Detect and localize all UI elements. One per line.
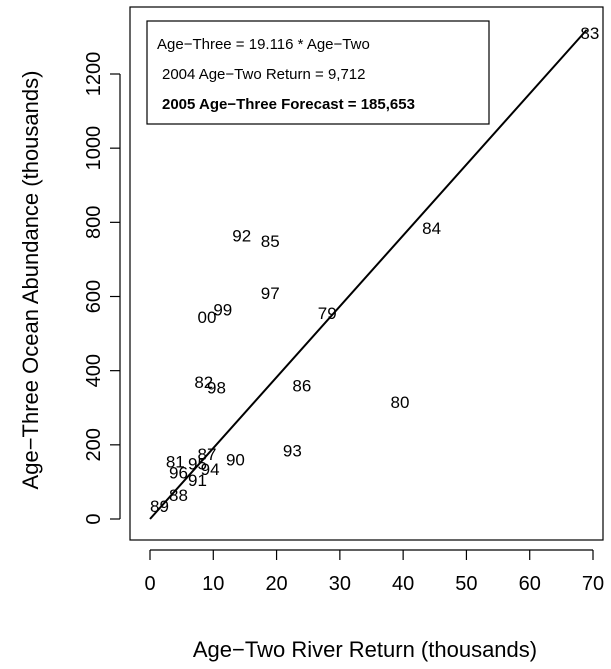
y-tick-label: 200 xyxy=(83,428,105,461)
y-tick-label: 0 xyxy=(83,513,105,524)
plot-frame xyxy=(129,6,604,541)
point-label-00: 00 xyxy=(197,308,216,327)
x-tick-label: 40 xyxy=(392,573,414,595)
x-tick-label: 50 xyxy=(455,573,477,595)
point-label-91: 91 xyxy=(188,471,207,490)
point-label-97: 97 xyxy=(261,284,280,303)
point-label-99: 99 xyxy=(213,300,232,319)
point-label-88: 88 xyxy=(169,486,188,505)
point-label-85: 85 xyxy=(261,232,280,251)
legend-box xyxy=(146,20,490,125)
x-tick-label: 0 xyxy=(144,573,155,595)
point-label-96: 96 xyxy=(169,464,188,483)
point-label-94: 94 xyxy=(201,460,220,479)
point-label-87: 87 xyxy=(197,445,216,464)
legend-equation: Age−Three = 19.116 * Age−Two xyxy=(157,36,370,53)
point-label-79: 79 xyxy=(318,304,337,323)
x-tick-label: 10 xyxy=(202,573,224,595)
x-tick-label: 70 xyxy=(582,573,604,595)
legend-return: 2004 Age−Two Return = 9,712 xyxy=(162,66,366,83)
x-axis-title: Age−Two River Return (thousands) xyxy=(193,637,537,662)
y-axis-title: Age−Three Ocean Abundance (thousands) xyxy=(18,71,43,490)
x-axis: 0 10 20 30 40 50 60 70 xyxy=(144,549,604,595)
legend: Age−Three = 19.116 * Age−Two 2004 Age−Tw… xyxy=(146,20,490,125)
point-label-93: 93 xyxy=(283,441,302,460)
x-tick-label: 20 xyxy=(265,573,287,595)
point-label-92: 92 xyxy=(232,226,251,245)
point-label-82: 82 xyxy=(194,373,213,392)
point-label-80: 80 xyxy=(391,393,410,412)
y-tick-label: 600 xyxy=(83,280,105,313)
point-label-83: 83 xyxy=(580,24,599,43)
y-tick-label: 1200 xyxy=(83,52,105,97)
legend-forecast: 2005 Age−Three Forecast = 185,653 xyxy=(162,96,415,113)
y-tick-label: 1000 xyxy=(83,126,105,171)
point-label-84: 84 xyxy=(422,219,441,238)
point-label-89: 89 xyxy=(150,497,169,516)
point-label-95: 95 xyxy=(188,454,207,473)
x-tick-label: 30 xyxy=(329,573,351,595)
x-tick-label: 60 xyxy=(519,573,541,595)
regression-line xyxy=(149,29,588,520)
point-label-98: 98 xyxy=(207,378,226,397)
y-axis: 0 200 400 600 800 1000 1200 xyxy=(83,52,121,525)
point-label-81: 81 xyxy=(166,453,185,472)
point-label-86: 86 xyxy=(292,377,311,396)
y-tick-label: 800 xyxy=(83,206,105,239)
point-label-90: 90 xyxy=(226,451,245,470)
y-tick-label: 400 xyxy=(83,354,105,387)
